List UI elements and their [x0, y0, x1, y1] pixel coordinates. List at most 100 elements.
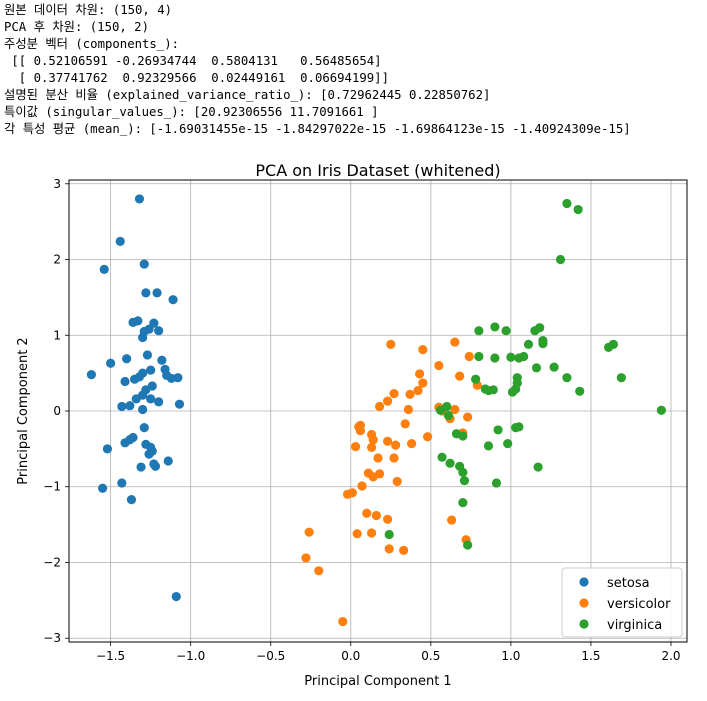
- x-axis-label: Principal Component 1: [304, 674, 451, 689]
- data-point-virginica: [443, 410, 454, 421]
- data-point-versicolor: [366, 528, 377, 538]
- data-point-setosa: [98, 483, 108, 493]
- console-line-6: 설명된 분산 비율 (explained_variance_ratio_): […: [4, 88, 491, 102]
- legend-marker-versicolor: [579, 598, 589, 608]
- data-point-virginica: [507, 387, 518, 397]
- data-point-versicolor: [405, 389, 415, 399]
- data-point-versicolor: [342, 489, 353, 499]
- data-point-virginica: [549, 362, 559, 372]
- data-point-versicolor: [383, 514, 393, 524]
- data-point-virginica: [490, 322, 500, 332]
- x-tick-label: −1.5: [96, 649, 125, 663]
- data-point-setosa: [146, 394, 156, 404]
- data-point-virginica: [483, 441, 494, 451]
- data-point-virginica: [575, 386, 585, 396]
- data-point-setosa: [152, 288, 162, 298]
- data-point-virginica: [463, 540, 473, 550]
- console-line-5: [ 0.37741762 0.92329566 0.02449161 0.066…: [4, 71, 389, 85]
- console-line-4: [[ 0.52106591 -0.26934744 0.5804131 0.56…: [4, 54, 382, 68]
- data-point-virginica: [562, 198, 572, 209]
- x-tick-label: 0.5: [421, 649, 440, 663]
- data-point-setosa: [163, 456, 173, 466]
- pca-scatter-chart: PCA on Iris Dataset (whitened) −1.5 −1.0 −…: [16, 161, 688, 689]
- data-point-versicolor: [434, 360, 444, 371]
- data-point-versicolor: [357, 481, 367, 491]
- data-point-setosa: [120, 438, 130, 448]
- data-point-versicolor: [403, 404, 414, 415]
- data-point-setosa: [168, 295, 178, 305]
- data-point-setosa: [126, 495, 137, 505]
- y-tick-label: 1: [53, 328, 61, 342]
- data-point-virginica: [474, 351, 484, 362]
- data-point-setosa: [133, 316, 143, 326]
- data-point-versicolor: [368, 435, 378, 445]
- data-point-versicolor: [383, 436, 393, 446]
- data-point-virginica: [437, 452, 447, 462]
- data-point-virginica: [573, 204, 583, 215]
- data-point-virginica: [458, 498, 468, 508]
- data-point-versicolor: [418, 345, 428, 355]
- data-point-setosa: [141, 288, 151, 298]
- data-point-versicolor: [371, 510, 381, 521]
- data-point-setosa: [131, 394, 141, 404]
- data-point-setosa: [160, 364, 170, 374]
- data-point-versicolor: [338, 616, 348, 627]
- data-point-setosa: [139, 423, 149, 433]
- data-point-virginica: [533, 462, 543, 472]
- data-point-versicolor: [407, 438, 417, 449]
- console-line-8: 각 특성 평균 (mean_): [-1.69031455e-15 -1.842…: [4, 122, 631, 136]
- legend-box: [561, 567, 683, 638]
- x-tick-label: 1.0: [501, 649, 520, 663]
- data-point-virginica: [503, 438, 513, 449]
- data-point-virginica: [471, 374, 481, 384]
- x-tick-label: 0.0: [341, 649, 360, 663]
- console-line-3: 주성분 벡터 (components_):: [4, 37, 180, 51]
- legend-label-setosa: setosa: [607, 576, 650, 591]
- data-point-versicolor: [463, 412, 473, 422]
- data-point-setosa: [134, 194, 145, 204]
- console-line-1: 원본 데이터 차원: (150, 4): [4, 3, 173, 17]
- data-point-virginica: [491, 478, 502, 488]
- data-point-setosa: [86, 370, 97, 380]
- data-points: [86, 194, 666, 627]
- data-point-setosa: [138, 332, 148, 343]
- data-point-setosa: [106, 358, 116, 368]
- x-tick-label: −1.0: [176, 649, 205, 663]
- data-point-versicolor: [415, 369, 425, 379]
- data-point-setosa: [117, 478, 127, 488]
- data-point-setosa: [99, 264, 109, 274]
- data-point-versicolor: [399, 545, 409, 555]
- data-point-virginica: [511, 423, 521, 433]
- chart-title: PCA on Iris Dataset (whitened): [255, 161, 500, 180]
- data-point-virginica: [538, 338, 548, 349]
- data-point-versicolor: [418, 378, 428, 388]
- data-point-setosa: [130, 374, 140, 384]
- data-point-setosa: [142, 350, 153, 360]
- data-point-virginica: [384, 529, 394, 540]
- x-tick-label: 2.0: [661, 649, 680, 663]
- data-point-versicolor: [389, 453, 399, 463]
- data-point-setosa: [139, 259, 149, 269]
- data-point-setosa: [138, 404, 148, 415]
- data-point-versicolor: [352, 529, 362, 539]
- data-point-virginica: [490, 353, 500, 363]
- data-point-versicolor: [392, 476, 402, 487]
- data-point-setosa: [150, 461, 161, 471]
- data-point-versicolor: [413, 385, 423, 396]
- console-line-7: 특이값 (singular_values_): [20.92306556 11.…: [4, 105, 379, 119]
- data-point-setosa: [166, 373, 177, 384]
- data-point-virginica: [616, 373, 626, 383]
- data-point-virginica: [535, 323, 545, 333]
- data-point-virginica: [523, 339, 534, 349]
- data-point-setosa: [171, 591, 181, 602]
- data-point-setosa: [122, 354, 132, 364]
- data-point-setosa: [136, 462, 146, 472]
- y-tick-label: −2: [43, 555, 61, 569]
- data-point-setosa: [154, 326, 164, 336]
- data-point-setosa: [115, 236, 125, 246]
- y-tick-label: 2: [53, 253, 61, 267]
- legend-marker-virginica: [579, 619, 589, 629]
- data-point-versicolor: [423, 432, 433, 442]
- y-axis-label: Principal Component 2: [16, 337, 31, 484]
- data-point-versicolor: [301, 553, 311, 563]
